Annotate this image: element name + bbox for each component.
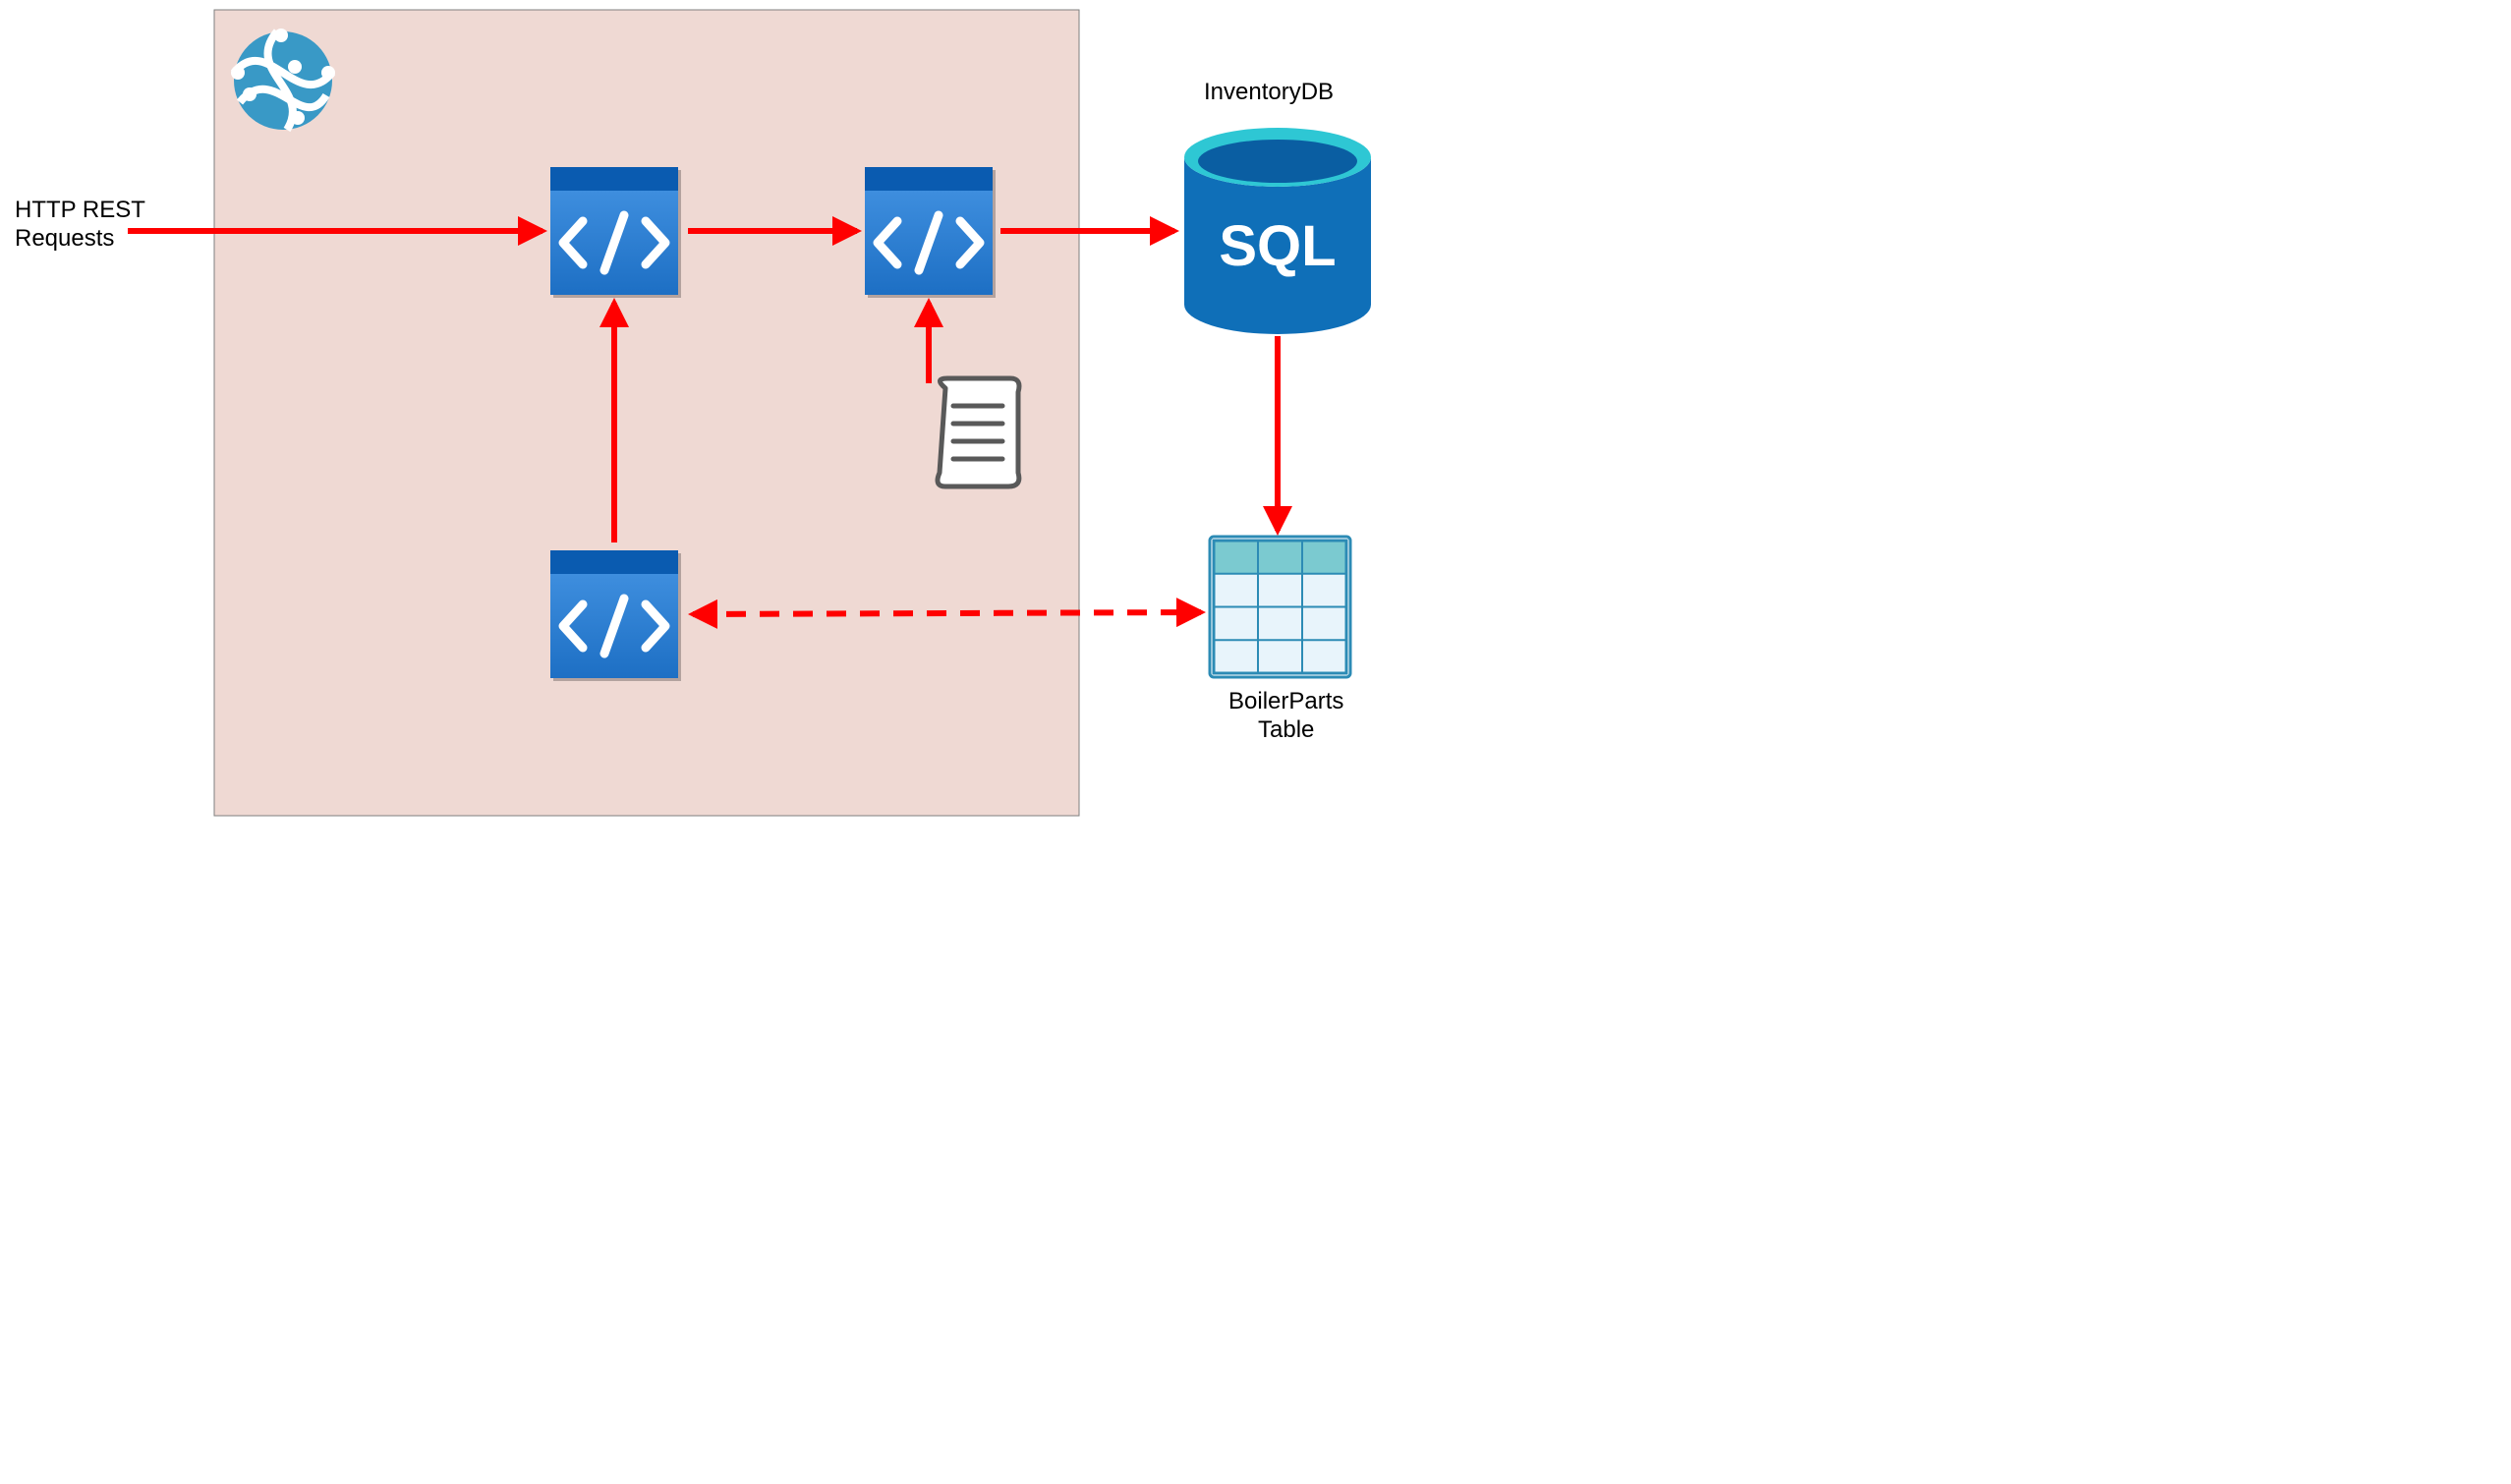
sql-label: SQL bbox=[1219, 214, 1336, 278]
code-node-context bbox=[865, 167, 996, 298]
code-node-model bbox=[550, 550, 681, 681]
diagram-canvas: Web API HTTP REST Requests BoilerParts C… bbox=[0, 0, 1441, 851]
sql-database-icon: SQL bbox=[1184, 128, 1371, 334]
document-icon bbox=[938, 378, 1019, 486]
code-node-controller bbox=[550, 167, 681, 298]
diagram-svg: SQL bbox=[0, 0, 1441, 851]
table-icon bbox=[1210, 537, 1350, 677]
